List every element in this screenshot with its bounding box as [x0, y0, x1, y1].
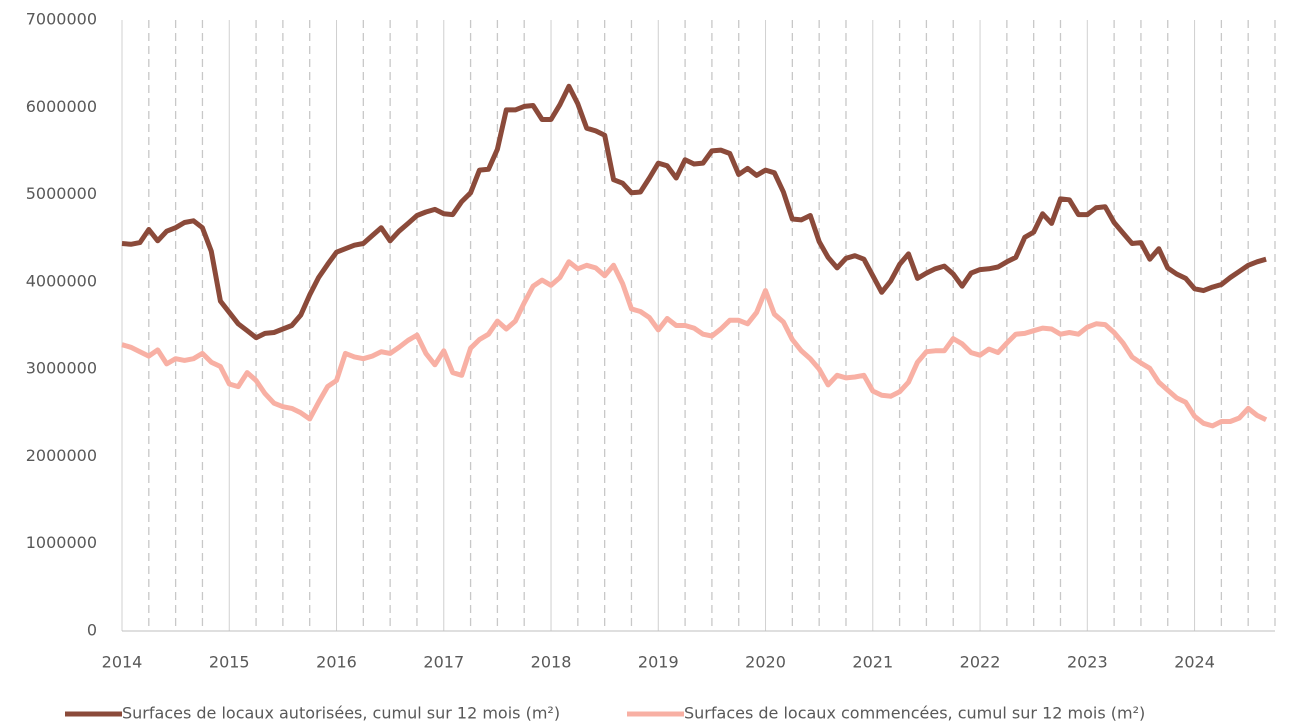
y-tick-label: 4000000	[26, 271, 97, 290]
y-tick-label: 7000000	[26, 10, 97, 29]
x-tick-label: 2014	[102, 653, 143, 672]
x-tick-label: 2023	[1067, 653, 1108, 672]
y-tick-label: 3000000	[26, 359, 97, 378]
x-tick-label: 2021	[852, 653, 893, 672]
legend-label: Surfaces de locaux autorisées, cumul sur…	[122, 704, 560, 723]
y-tick-label: 0	[87, 621, 97, 640]
x-tick-label: 2020	[745, 653, 786, 672]
series-line	[121, 259, 1268, 429]
x-tick-label: 2017	[423, 653, 464, 672]
legend-label: Surfaces de locaux commencées, cumul sur…	[684, 704, 1145, 723]
x-tick-label: 2016	[316, 653, 357, 672]
series-line	[121, 83, 1267, 341]
y-tick-label: 6000000	[26, 97, 97, 116]
x-tick-label: 2018	[531, 653, 572, 672]
y-tick-label: 1000000	[26, 533, 97, 552]
x-tick-label: 2022	[960, 653, 1001, 672]
x-tick-label: 2015	[209, 653, 250, 672]
x-tick-label: 2024	[1174, 653, 1215, 672]
y-tick-label: 5000000	[26, 184, 97, 203]
x-tick-label: 2019	[638, 653, 679, 672]
y-tick-label: 2000000	[26, 446, 97, 465]
